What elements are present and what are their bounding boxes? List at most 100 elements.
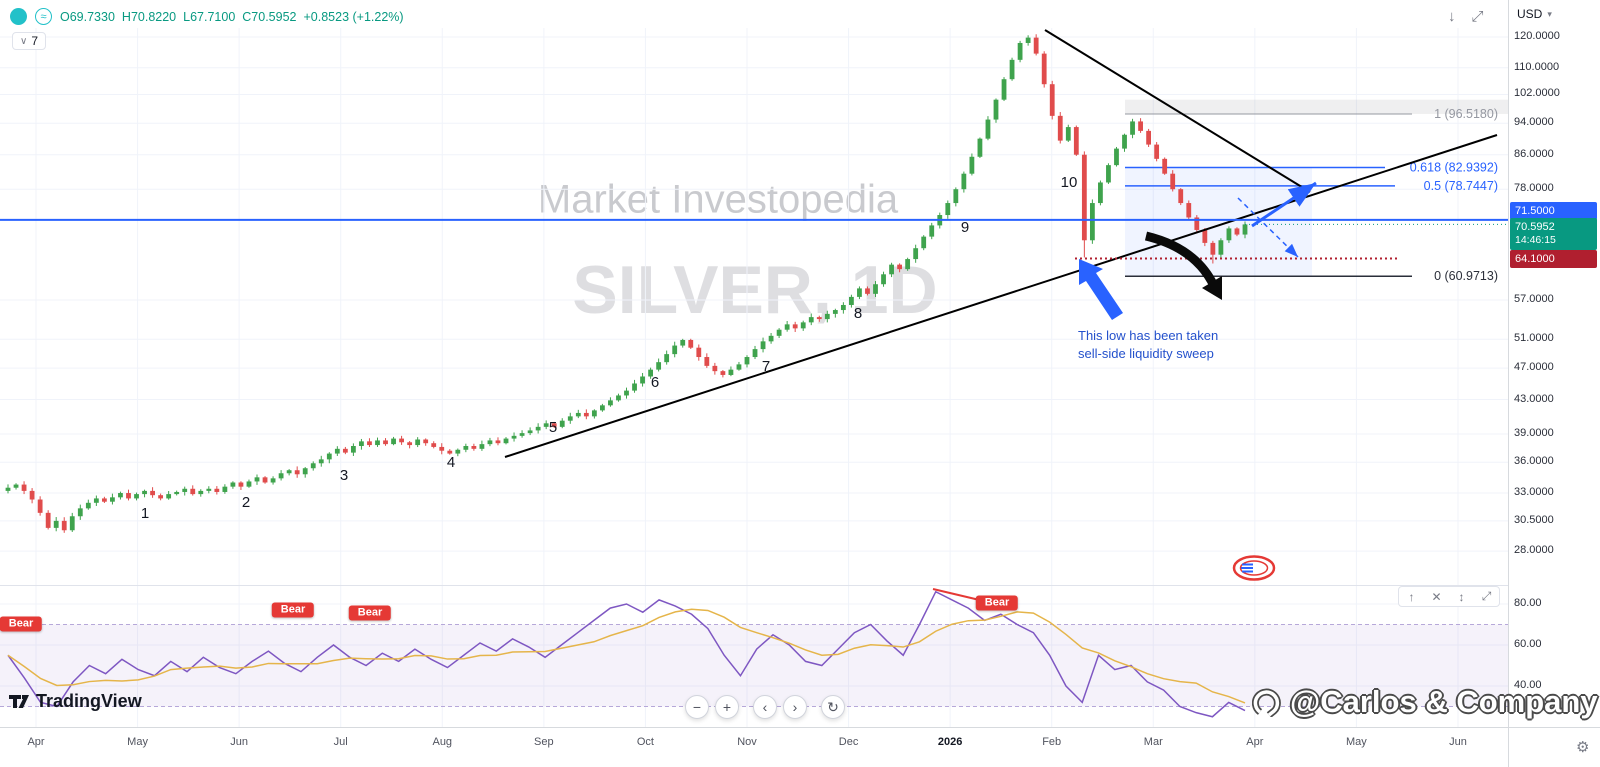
- time-axis-label: May: [1346, 736, 1367, 748]
- fullscreen-icon[interactable]: ⤢: [1471, 8, 1484, 25]
- tradingview-logo[interactable]: TradingView: [8, 690, 142, 712]
- ohlc-low: L67.7100: [183, 9, 236, 24]
- svg-text:5: 5: [549, 419, 557, 436]
- time-axis[interactable]: Apr May Jun Jul Aug Sep Oct Nov Dec 2026 Feb Mar Apr…: [0, 727, 1508, 767]
- price-scale-label: 39.0000: [1514, 427, 1554, 440]
- chart-top-icons: ↓ ⤢: [1448, 8, 1484, 25]
- time-axis-label: Apr: [27, 736, 45, 748]
- price-scale-label: 47.0000: [1514, 361, 1554, 374]
- horizontal-lines[interactable]: [0, 218, 1508, 260]
- svg-text:0.5 (78.7447): 0.5 (78.7447): [1424, 179, 1498, 193]
- time-axis-label: Jun: [230, 736, 248, 748]
- trendlines[interactable]: [504, 29, 1498, 458]
- tradingview-logo-icon: [9, 695, 29, 708]
- symbol-legend[interactable]: ≈ O69.7330 H70.8220 L67.7100 C70.5952 +0.852…: [10, 8, 411, 25]
- channel-logo-icon: [1252, 688, 1281, 717]
- time-axis-label: May: [127, 736, 148, 748]
- price-scale-label: 43.0000: [1514, 392, 1554, 405]
- currency-selector[interactable]: USD ▾: [1517, 7, 1552, 21]
- svg-text:9: 9: [961, 219, 969, 236]
- svg-text:8: 8: [854, 305, 862, 322]
- object-count: 7: [31, 34, 39, 48]
- liquidity-sweep-note[interactable]: This low has been taken sell-side liquid…: [1078, 327, 1218, 363]
- indicator-scale-label: 80.00: [1514, 597, 1542, 609]
- currency-label: USD: [1517, 7, 1543, 21]
- zoom-out-button[interactable]: −: [685, 695, 709, 719]
- company-oval-logo-icon: [1231, 553, 1277, 588]
- price-badge: 71.5000: [1510, 202, 1597, 221]
- scroll-left-button[interactable]: ‹: [753, 695, 777, 719]
- time-axis-label: Apr: [1246, 736, 1264, 748]
- reset-chart-button[interactable]: ↻: [821, 695, 845, 719]
- svg-text:0 (60.9713): 0 (60.9713): [1434, 269, 1498, 283]
- svg-text:10: 10: [1061, 174, 1078, 191]
- pane-move-up-icon[interactable]: ↑: [1408, 589, 1415, 604]
- svg-text:6: 6: [651, 374, 659, 391]
- bear-badge[interactable]: Bear: [0, 616, 43, 632]
- time-axis-label: Dec: [838, 736, 859, 748]
- scale-settings-gear-icon[interactable]: ⚙: [1576, 739, 1590, 756]
- wave-count-labels[interactable]: 1 2 3 4 5 6 7 8 9 10: [141, 174, 1078, 522]
- svg-text:4: 4: [447, 454, 455, 471]
- indicator-pane-controls: ↑ ✕ ↕ ⤢: [1398, 586, 1500, 607]
- price-scale-label: 102.0000: [1514, 87, 1560, 100]
- object-tree-chip[interactable]: ∨ 7: [12, 32, 47, 50]
- price-scale-label: 110.0000: [1514, 60, 1560, 73]
- download-icon[interactable]: ↓: [1448, 8, 1456, 25]
- price-scale-label: 94.0000: [1514, 116, 1554, 129]
- time-axis-label: Sep: [534, 736, 554, 748]
- time-axis-label: Aug: [432, 736, 453, 748]
- svg-text:3: 3: [340, 467, 348, 484]
- time-axis-label: Jun: [1449, 736, 1467, 748]
- price-scale-label: 36.0000: [1514, 455, 1554, 468]
- price-scale-label: 30.5000: [1514, 513, 1554, 526]
- price-scale-label: 51.0000: [1514, 332, 1554, 345]
- ohlc-open: O69.7330: [60, 9, 115, 24]
- wave-indicator-icon: ≈: [35, 8, 52, 25]
- svg-text:7: 7: [762, 358, 770, 375]
- bear-badge[interactable]: Bear: [348, 605, 392, 621]
- channel-watermark-text: @Carlos & Company: [1290, 684, 1598, 719]
- time-axis-label: Feb: [1042, 736, 1062, 748]
- price-scale-label: 78.0000: [1514, 182, 1554, 195]
- time-axis-label: Nov: [737, 736, 757, 748]
- watermark-account: Market Investopedia: [537, 177, 899, 222]
- price-badge: 64.1000: [1510, 250, 1597, 269]
- pane-delete-icon[interactable]: ✕: [1431, 589, 1442, 604]
- time-axis-label: Jul: [333, 736, 348, 748]
- indicator-scale-label: 60.00: [1514, 638, 1542, 650]
- ohlc-high: H70.8220: [121, 9, 177, 24]
- svg-text:1 (96.5180): 1 (96.5180): [1434, 107, 1498, 121]
- ohlc-close: C70.5952: [242, 9, 297, 24]
- main-chart-canvas[interactable]: 1 (96.5180) 0.618 (82.9392) 0.5 (78.7447) 0…: [0, 0, 1508, 727]
- price-scale-label: 28.0000: [1514, 544, 1554, 557]
- price-badge: 70.5952 14:46:15: [1510, 218, 1597, 250]
- ohlc-change: +0.8523 (+1.22%): [303, 9, 404, 24]
- pane-maximize-icon[interactable]: ⤢: [1481, 589, 1492, 603]
- price-scale[interactable]: USD ▾ 120.0000 110.0000 102.0000 94.0000 86.…: [1508, 0, 1600, 767]
- time-axis-label: Mar: [1143, 736, 1163, 748]
- ohlc-values: O69.7330 H70.8220 L67.7100 C70.5952 +0.8523 …: [60, 10, 411, 24]
- tradingview-logo-text: TradingView: [36, 690, 142, 711]
- scroll-right-button[interactable]: ›: [783, 695, 807, 719]
- symbol-logo-icon: [10, 8, 27, 25]
- price-scale-label: 120.0000: [1514, 30, 1560, 43]
- svg-text:0.618 (82.9392): 0.618 (82.9392): [1410, 161, 1498, 175]
- pane-collapse-icon[interactable]: ↕: [1458, 589, 1465, 604]
- note-line-2: sell-side liquidity sweep: [1078, 346, 1214, 362]
- price-scale-label: 86.0000: [1514, 147, 1554, 160]
- channel-watermark: @Carlos & Company: [1252, 684, 1598, 720]
- indicator-scale-label: 40.00: [1514, 679, 1542, 691]
- zoom-in-button[interactable]: +: [715, 695, 739, 719]
- bear-badge[interactable]: Bear: [975, 595, 1019, 611]
- grid: [0, 28, 1508, 727]
- svg-text:1: 1: [141, 505, 149, 522]
- annotation-arrows[interactable]: [1079, 181, 1317, 320]
- note-line-1: This low has been taken: [1078, 328, 1219, 343]
- price-scale-label: 57.0000: [1514, 292, 1554, 305]
- time-axis-label: 2026: [937, 736, 963, 748]
- bear-badge[interactable]: Bear: [271, 602, 315, 618]
- candlestick-series[interactable]: [5, 34, 1248, 533]
- chart-nav-toolbar: − + ‹ › ↻: [685, 695, 851, 719]
